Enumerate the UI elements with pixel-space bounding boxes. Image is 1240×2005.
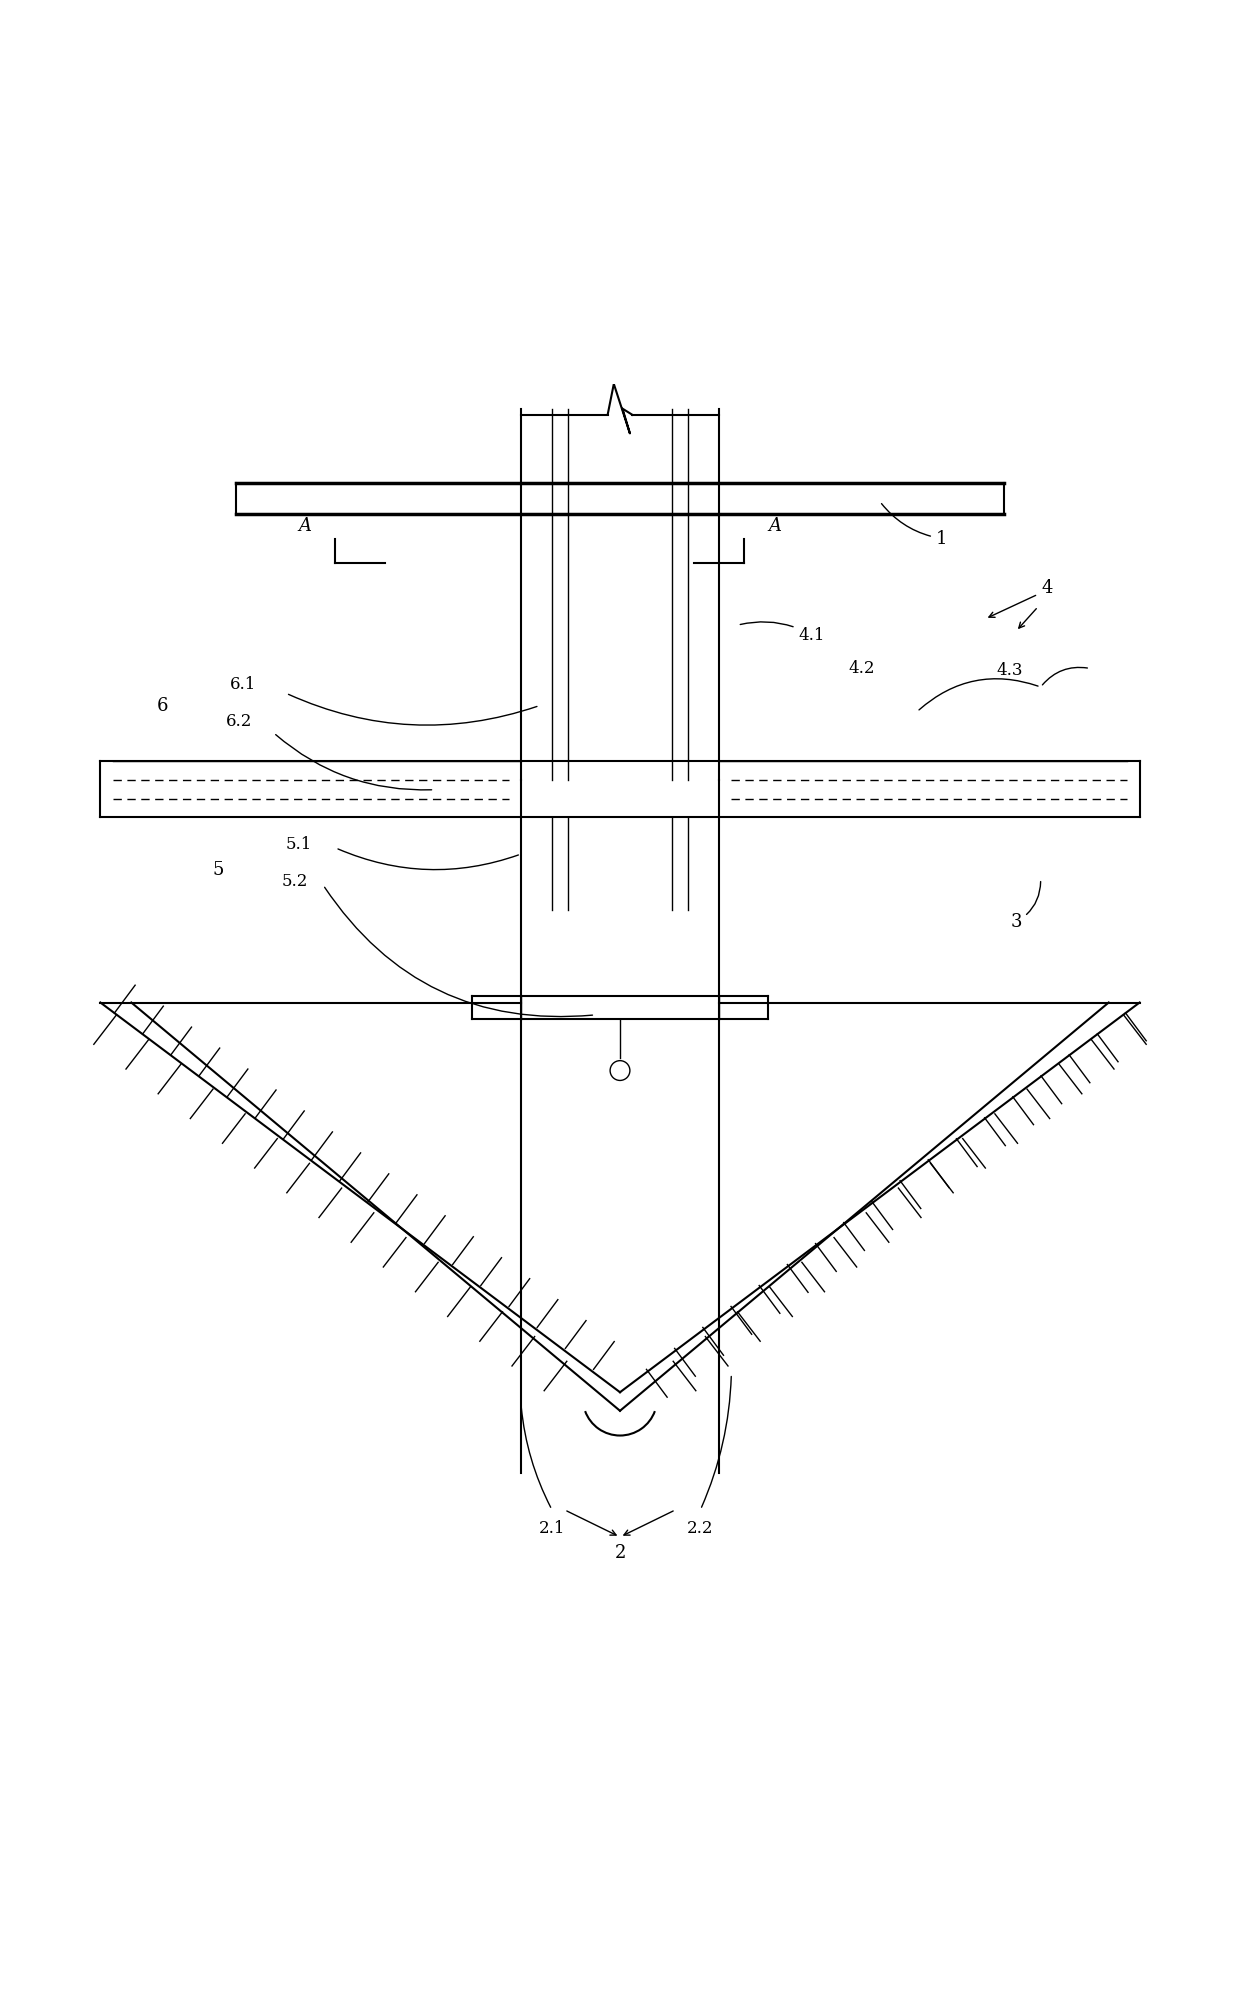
Text: A: A (298, 517, 311, 535)
Text: 6.1: 6.1 (229, 676, 255, 694)
Text: 6: 6 (156, 696, 167, 714)
Text: 5.2: 5.2 (281, 872, 308, 890)
Text: 3: 3 (1011, 882, 1040, 930)
Text: 4.2: 4.2 (848, 660, 874, 678)
Text: 4: 4 (1042, 579, 1053, 597)
Text: A: A (768, 517, 781, 535)
Text: 4.1: 4.1 (740, 622, 825, 644)
Text: 2.2: 2.2 (687, 1520, 714, 1536)
Text: 2.1: 2.1 (538, 1520, 565, 1536)
Text: 1: 1 (882, 503, 947, 547)
Text: 4.3: 4.3 (997, 662, 1023, 680)
Text: 5.1: 5.1 (285, 836, 311, 852)
Text: 2: 2 (614, 1544, 626, 1562)
Text: 6.2: 6.2 (226, 714, 252, 730)
Text: 5: 5 (212, 860, 223, 878)
